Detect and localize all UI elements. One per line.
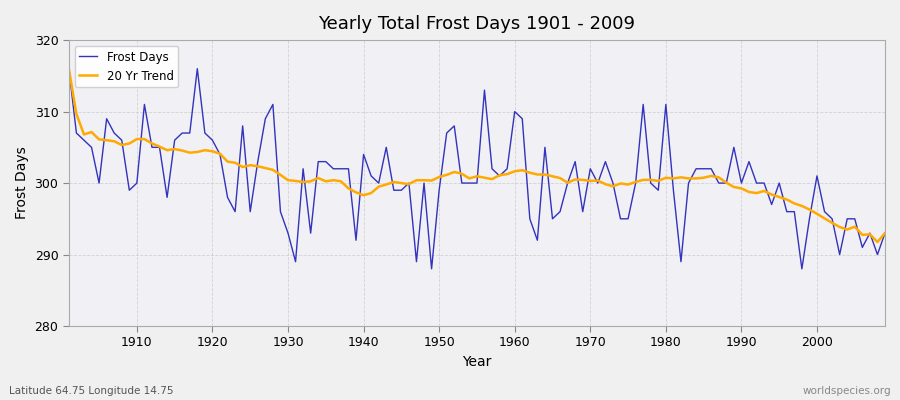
20 Yr Trend	[124, 141, 135, 146]
20 Yr Trend	[509, 169, 520, 174]
Line: 20 Yr Trend: 20 Yr Trend	[68, 69, 885, 242]
Frost Days	[879, 231, 890, 236]
Y-axis label: Frost Days: Frost Days	[15, 147, 29, 220]
X-axis label: Year: Year	[463, 355, 491, 369]
20 Yr Trend	[879, 231, 890, 236]
20 Yr Trend	[872, 240, 883, 244]
20 Yr Trend	[502, 172, 513, 176]
Frost Days	[290, 259, 301, 264]
20 Yr Trend	[290, 178, 301, 183]
Title: Yearly Total Frost Days 1901 - 2009: Yearly Total Frost Days 1901 - 2009	[319, 15, 635, 33]
Frost Days	[509, 109, 520, 114]
20 Yr Trend	[600, 182, 611, 186]
Text: Latitude 64.75 Longitude 14.75: Latitude 64.75 Longitude 14.75	[9, 386, 174, 396]
20 Yr Trend	[336, 179, 346, 184]
Line: Frost Days: Frost Days	[68, 69, 885, 269]
Frost Days	[336, 166, 346, 171]
Frost Days	[608, 181, 618, 186]
20 Yr Trend	[63, 66, 74, 71]
Frost Days	[124, 188, 135, 193]
Legend: Frost Days, 20 Yr Trend: Frost Days, 20 Yr Trend	[75, 46, 178, 87]
Frost Days	[517, 116, 527, 121]
Frost Days	[427, 266, 437, 271]
Text: worldspecies.org: worldspecies.org	[803, 386, 891, 396]
Frost Days	[63, 66, 74, 71]
